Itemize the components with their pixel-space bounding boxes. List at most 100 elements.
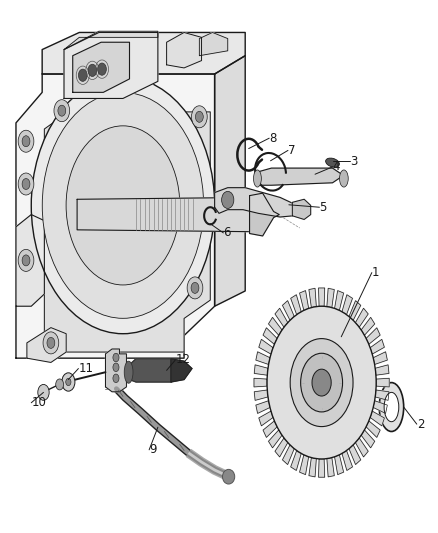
- Polygon shape: [275, 308, 288, 327]
- Circle shape: [300, 353, 343, 412]
- Polygon shape: [300, 290, 309, 310]
- Text: 6: 6: [223, 227, 231, 239]
- Circle shape: [195, 111, 203, 122]
- Circle shape: [222, 191, 234, 208]
- Polygon shape: [171, 359, 192, 382]
- Text: 3: 3: [350, 155, 357, 168]
- Polygon shape: [355, 438, 368, 457]
- Circle shape: [22, 136, 30, 147]
- Polygon shape: [283, 301, 294, 320]
- Circle shape: [42, 92, 204, 318]
- Polygon shape: [166, 33, 201, 68]
- Text: 4: 4: [332, 160, 340, 173]
- Circle shape: [113, 363, 119, 372]
- Polygon shape: [73, 42, 130, 92]
- Circle shape: [43, 332, 59, 354]
- Ellipse shape: [223, 470, 235, 484]
- Circle shape: [78, 69, 87, 82]
- Polygon shape: [256, 401, 270, 414]
- Circle shape: [113, 353, 119, 362]
- Polygon shape: [199, 33, 228, 55]
- Ellipse shape: [339, 170, 348, 187]
- Polygon shape: [349, 445, 361, 465]
- Polygon shape: [370, 411, 385, 426]
- Text: 12: 12: [175, 353, 191, 367]
- Circle shape: [18, 130, 34, 152]
- Polygon shape: [327, 288, 334, 308]
- Polygon shape: [355, 308, 368, 327]
- Polygon shape: [291, 450, 301, 471]
- Circle shape: [58, 105, 66, 116]
- Polygon shape: [64, 33, 158, 99]
- Polygon shape: [259, 340, 273, 354]
- Circle shape: [187, 277, 203, 299]
- Polygon shape: [64, 31, 158, 50]
- Polygon shape: [342, 450, 353, 471]
- Circle shape: [18, 173, 34, 195]
- Polygon shape: [215, 55, 245, 306]
- Polygon shape: [342, 295, 353, 314]
- Circle shape: [38, 384, 49, 400]
- Polygon shape: [263, 328, 277, 344]
- Circle shape: [267, 306, 376, 459]
- Polygon shape: [256, 352, 270, 365]
- Polygon shape: [42, 33, 245, 74]
- Circle shape: [22, 179, 30, 190]
- Circle shape: [191, 106, 207, 128]
- Polygon shape: [375, 365, 389, 375]
- Circle shape: [22, 255, 30, 266]
- Polygon shape: [309, 458, 316, 477]
- Circle shape: [62, 373, 75, 391]
- Polygon shape: [335, 455, 344, 474]
- Circle shape: [18, 249, 34, 271]
- Polygon shape: [300, 455, 309, 474]
- Polygon shape: [373, 401, 387, 414]
- Polygon shape: [318, 459, 325, 477]
- Text: 8: 8: [269, 132, 276, 144]
- Text: 5: 5: [319, 201, 327, 214]
- Polygon shape: [370, 340, 385, 354]
- Polygon shape: [250, 193, 279, 236]
- Polygon shape: [263, 421, 277, 438]
- Polygon shape: [376, 378, 389, 387]
- Circle shape: [113, 374, 119, 383]
- Circle shape: [312, 369, 331, 396]
- Text: 7: 7: [288, 144, 296, 157]
- Ellipse shape: [56, 379, 64, 390]
- Polygon shape: [275, 438, 288, 457]
- Polygon shape: [283, 445, 294, 465]
- Text: 1: 1: [372, 266, 379, 279]
- Polygon shape: [335, 290, 344, 310]
- Ellipse shape: [254, 170, 261, 187]
- Polygon shape: [130, 359, 182, 382]
- Polygon shape: [258, 168, 343, 185]
- Polygon shape: [361, 317, 375, 335]
- Circle shape: [47, 337, 55, 349]
- Polygon shape: [254, 390, 268, 400]
- Polygon shape: [44, 112, 210, 352]
- Polygon shape: [16, 215, 44, 306]
- Ellipse shape: [379, 383, 404, 432]
- Polygon shape: [292, 199, 311, 220]
- Polygon shape: [254, 378, 267, 387]
- Polygon shape: [309, 288, 316, 308]
- Polygon shape: [366, 421, 380, 438]
- Ellipse shape: [384, 392, 399, 422]
- Text: 10: 10: [31, 396, 46, 409]
- Polygon shape: [349, 301, 361, 320]
- Polygon shape: [327, 458, 334, 477]
- Polygon shape: [215, 188, 297, 217]
- Circle shape: [66, 126, 180, 285]
- Polygon shape: [366, 328, 380, 344]
- Text: 9: 9: [149, 443, 157, 456]
- Polygon shape: [318, 288, 325, 306]
- Polygon shape: [254, 365, 268, 375]
- Polygon shape: [373, 352, 387, 365]
- Circle shape: [88, 64, 97, 76]
- Ellipse shape: [124, 361, 133, 383]
- Polygon shape: [106, 349, 127, 392]
- Polygon shape: [375, 390, 389, 400]
- Circle shape: [191, 282, 199, 293]
- Circle shape: [54, 100, 70, 122]
- Circle shape: [31, 77, 215, 334]
